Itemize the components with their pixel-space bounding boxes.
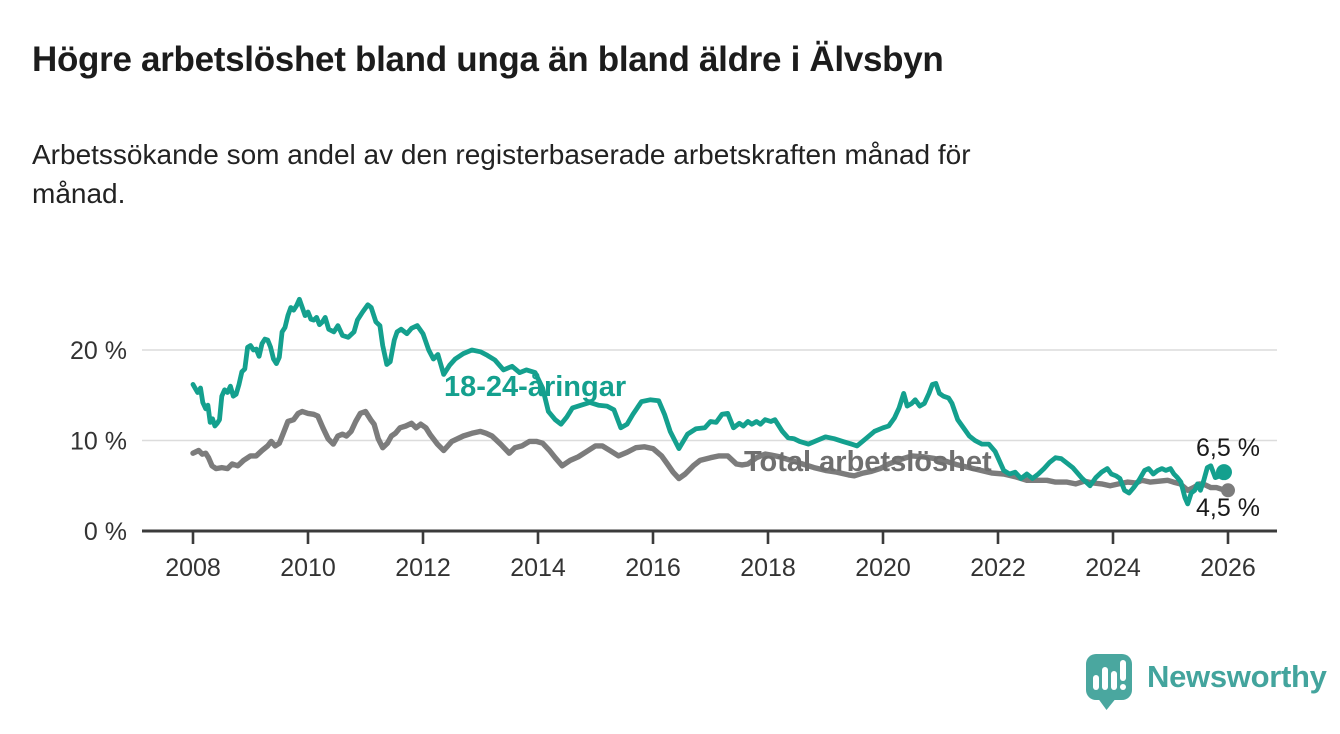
x-axis-label: 2018	[740, 554, 796, 582]
x-axis-label: 2026	[1200, 554, 1256, 582]
x-axis-label: 2012	[395, 554, 451, 582]
y-axis-label: 20 %	[70, 337, 127, 365]
series-end-dot-youth	[1215, 464, 1232, 481]
newsworthy-logo: Newsworthy	[1085, 653, 1327, 711]
y-axis-label: 10 %	[70, 428, 127, 456]
series-line-total	[190, 408, 1231, 493]
x-axis-label: 2016	[625, 554, 681, 582]
newsworthy-speech-bubble-bar-chart-icon	[1086, 654, 1132, 710]
y-axis-label: 0 %	[84, 518, 127, 546]
series-label-youth: 18-24-åringar	[444, 371, 627, 403]
end-value-label-total: 4,5 %	[1196, 494, 1260, 522]
end-value-label-youth: 6,5 %	[1196, 434, 1260, 462]
x-axis-label: 2014	[510, 554, 566, 582]
x-axis-label: 2024	[1085, 554, 1141, 582]
x-axis-label: 2008	[165, 554, 221, 582]
series-label-total: Total arbetslöshet	[744, 446, 992, 478]
page-title: Högre arbetslöshet bland unga än bland ä…	[32, 40, 944, 79]
x-axis-label: 2010	[280, 554, 336, 582]
series-end-dot-total	[1221, 483, 1235, 498]
series-line-youth	[190, 296, 1227, 507]
x-axis-label: 2020	[855, 554, 911, 582]
page-subtitle: Arbetssökande som andel av den registerb…	[32, 139, 971, 209]
x-axis-label: 2022	[970, 554, 1026, 582]
newsworthy-logo-text: Newsworthy	[1147, 659, 1327, 694]
